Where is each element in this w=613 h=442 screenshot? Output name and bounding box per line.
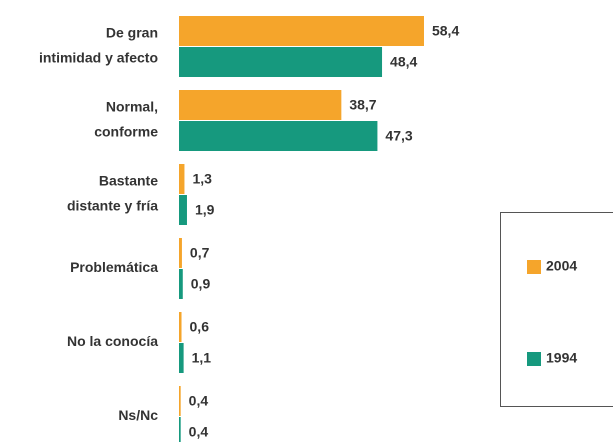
bar [179,386,181,416]
legend-label: 2004 [546,258,577,274]
value-label: 1,9 [195,202,215,218]
value-label: 0,6 [190,319,210,335]
category-label: Normal, [106,99,158,115]
category-label: Bastante [99,173,158,189]
value-label: 0,7 [190,245,210,261]
legend-label: 1994 [546,350,577,366]
bar [179,195,187,225]
bar [179,164,185,194]
bar [179,121,378,151]
bar [179,343,184,373]
legend-box [500,212,613,407]
bar [179,16,424,46]
legend-swatch [527,352,541,366]
bar [179,90,342,120]
bar [179,47,383,77]
value-label: 1,3 [192,171,212,187]
value-label: 47,3 [385,128,412,144]
value-label: 38,7 [349,97,376,113]
value-label: 48,4 [390,54,417,70]
category-label: De gran [106,25,158,41]
value-label: 1,1 [192,350,212,366]
bar [179,269,183,299]
category-label: conforme [94,124,158,140]
category-label: distante y fría [67,198,158,214]
bar [179,417,181,442]
value-label: 0,4 [189,393,209,409]
bar [179,238,182,268]
bar [179,312,182,342]
category-label: No la conocía [67,333,158,349]
legend-swatch [527,260,541,274]
category-label: intimidad y afecto [39,50,158,66]
value-label: 58,4 [432,23,459,39]
value-label: 0,9 [191,276,211,292]
value-label: 0,4 [189,424,209,440]
category-label: Problemática [70,259,158,275]
category-label: Ns/Nc [118,407,158,423]
